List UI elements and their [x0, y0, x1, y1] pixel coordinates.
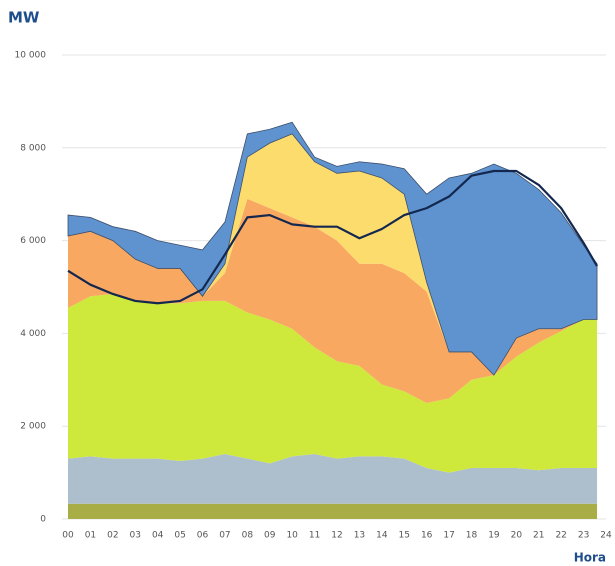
- area: [68, 133, 598, 376]
- x-tick-label: 03: [130, 531, 141, 541]
- x-tick-label: 04: [152, 531, 164, 541]
- x-tick-label: 18: [466, 531, 478, 541]
- x-axis-label: Hora: [574, 551, 606, 565]
- x-tick-label: 01: [85, 531, 96, 541]
- y-tick-label: 8 000: [20, 143, 46, 153]
- area: [67, 121, 598, 376]
- x-tick-label: 16: [421, 531, 433, 541]
- x-tick-label: 15: [399, 531, 410, 541]
- line: [67, 169, 598, 305]
- x-tick-label: 19: [488, 531, 500, 541]
- area: [68, 293, 598, 473]
- x-tick-label: 13: [354, 531, 365, 541]
- x-tick-label: 05: [174, 531, 185, 541]
- x-tick-label: 08: [242, 531, 254, 541]
- x-tick-label: 14: [376, 531, 388, 541]
- y-tick-label: 10 000: [15, 51, 47, 61]
- x-tick-label: 07: [219, 531, 230, 541]
- area: [68, 503, 598, 519]
- x-tick-label: 00: [62, 531, 74, 541]
- y-tick-label: 0: [40, 515, 46, 525]
- x-tick-label: 20: [511, 531, 523, 541]
- x-tick-label: 12: [331, 531, 342, 541]
- x-tick-label: 06: [197, 531, 209, 541]
- y-tick-label: 6 000: [20, 236, 46, 246]
- x-tick-label: 11: [309, 531, 320, 541]
- x-tick-label: 21: [533, 531, 544, 541]
- x-tick-label: 24: [600, 531, 612, 541]
- x-tick-label: 23: [578, 531, 589, 541]
- area: [68, 454, 598, 504]
- x-tick-label: 09: [264, 531, 276, 541]
- x-tick-label: 10: [286, 531, 298, 541]
- x-tick-label: 17: [443, 531, 454, 541]
- y-axis-label: MW: [8, 9, 40, 27]
- y-tick-label: 4 000: [20, 329, 46, 339]
- x-tick-label: 02: [107, 531, 118, 541]
- y-tick-label: 2 000: [20, 422, 46, 432]
- x-tick-label: 22: [555, 531, 566, 541]
